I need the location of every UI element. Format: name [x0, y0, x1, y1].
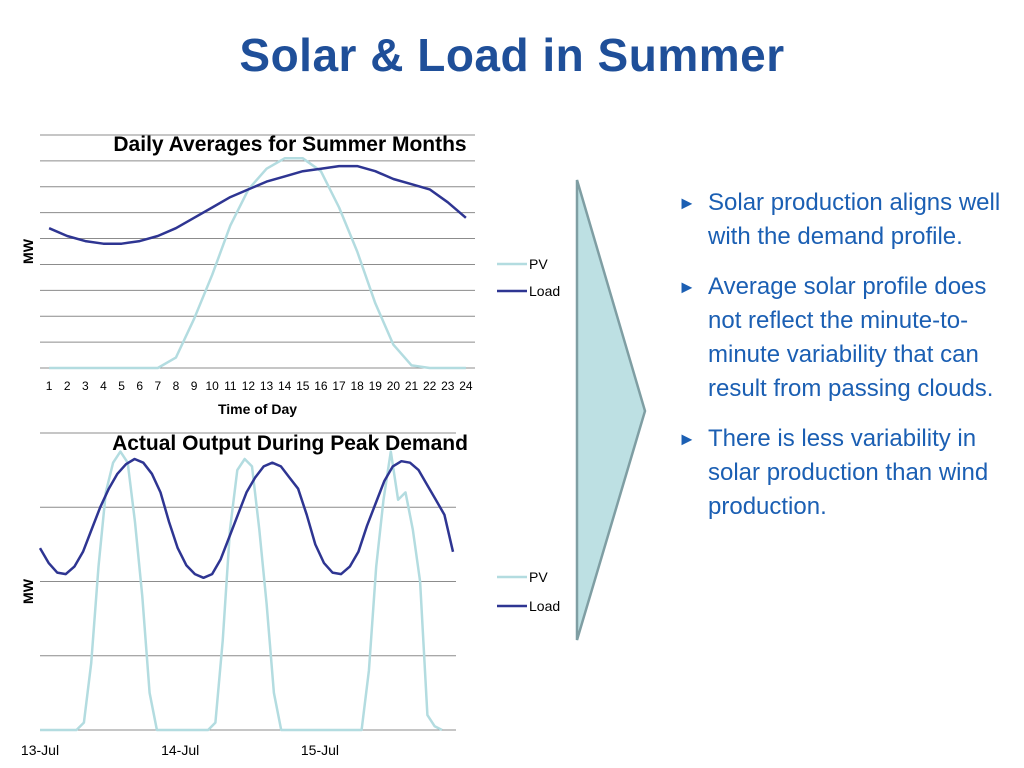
chart1-y-axis-title: MW [20, 238, 36, 264]
chart1-x-tick-label: 7 [154, 379, 161, 393]
chart1-x-tick-label: 11 [224, 379, 237, 393]
chart1-series-line-pv [49, 157, 466, 370]
chart1-x-tick-label: 12 [242, 379, 256, 393]
bullet-text: Solar production aligns well with the de… [708, 189, 1001, 250]
chart2-y-axis-title: MW [20, 578, 36, 604]
bullet-item: ► Average solar profile does not reflect… [676, 270, 1021, 406]
bullet-item: ► Solar production aligns well with the … [676, 186, 1021, 254]
chevron-right-arrow-icon [575, 179, 647, 641]
chart1-x-tick-label: 14 [278, 379, 292, 393]
chart2-x-tick-label: 13-Jul [21, 742, 59, 758]
chart1-title: Daily Averages for Summer Months [113, 133, 467, 156]
chart1-x-tick-label: 6 [136, 379, 143, 393]
chart1-x-tick-label: 19 [369, 379, 383, 393]
chart1-x-tick-label: 16 [314, 379, 328, 393]
chart1-x-tick-label: 24 [459, 379, 473, 393]
chart1-legend-label: PV [529, 256, 548, 272]
slide-title: Solar & Load in Summer [239, 29, 785, 81]
bullet-item: ► There is less variability in solar pro… [676, 422, 1021, 524]
chart1-x-tick-label: 17 [332, 379, 346, 393]
chart1-x-tick-label: 8 [173, 379, 180, 393]
chart1-x-tick-label: 9 [191, 379, 198, 393]
chart1-x-tick-label: 22 [423, 379, 437, 393]
chart1-x-tick-label: 18 [351, 379, 365, 393]
chart1-x-axis-title: Time of Day [218, 401, 297, 417]
chart1-series-line-load [48, 164, 467, 245]
bullet-marker-icon: ► [678, 277, 696, 297]
chart1-x-tick-label: 23 [441, 379, 455, 393]
chart2-legend-label: Load [529, 598, 560, 614]
chart1-x-tick-label: 15 [296, 379, 310, 393]
bullet-list: ► Solar production aligns well with the … [676, 186, 1021, 540]
chart1-x-tick-label: 10 [206, 379, 220, 393]
chart1-x-tick-label: 2 [64, 379, 71, 393]
chart1-legend-label: Load [529, 283, 560, 299]
bullet-marker-icon: ► [678, 193, 696, 213]
chart1-x-tick-label: 4 [100, 379, 107, 393]
bullet-text: Average solar profile does not reflect t… [708, 273, 994, 402]
bullet-marker-icon: ► [678, 429, 696, 449]
chart1-x-tick-label: 20 [387, 379, 401, 393]
chart1-x-tick-label: 13 [260, 379, 274, 393]
chart2-series-line-pv [40, 450, 443, 732]
chart1-x-tick-label: 1 [46, 379, 53, 393]
chart2-title: Actual Output During Peak Demand [112, 432, 468, 455]
chart2-series-line-load [38, 457, 455, 580]
chart1-x-tick-label: 5 [118, 379, 125, 393]
chart2-x-tick-label: 14-Jul [161, 742, 199, 758]
chart2-x-tick-label: 15-Jul [301, 742, 339, 758]
bullet-text: There is less variability in solar produ… [708, 425, 989, 520]
chart1-x-tick-label: 21 [405, 379, 419, 393]
chart1-x-tick-label: 3 [82, 379, 89, 393]
chart2-legend-label: PV [529, 569, 548, 585]
